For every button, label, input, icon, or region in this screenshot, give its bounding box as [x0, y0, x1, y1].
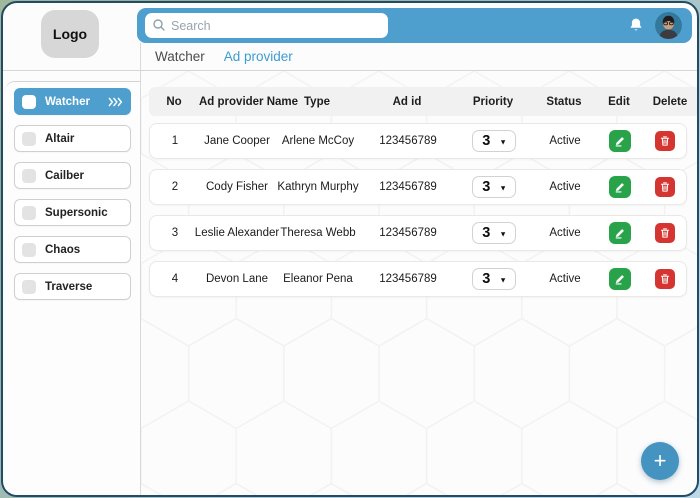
- checkbox-icon[interactable]: [22, 279, 36, 294]
- row-number: 4: [171, 273, 179, 285]
- sidebar-item-label: Traverse: [45, 280, 93, 293]
- row-provider-name: Jane Cooper: [204, 135, 270, 147]
- row-ad-id: 123456789: [379, 135, 437, 147]
- logo: Logo: [41, 10, 99, 58]
- delete-button[interactable]: [655, 131, 675, 151]
- column-header-no: No: [166, 95, 182, 108]
- sidebar: Watcher Altair Cailber Supersonic Chaos Trave…: [5, 81, 140, 495]
- column-header-ad-provider-name: Ad provider Name: [199, 95, 299, 108]
- row-number: 2: [171, 181, 179, 193]
- status-text: Active: [549, 227, 581, 239]
- row-ad-id: 123456789: [379, 181, 437, 193]
- column-header-edit: Edit: [608, 95, 630, 108]
- status-text: Active: [549, 135, 581, 147]
- caret-down-icon: ▼: [499, 137, 507, 146]
- top-bar-right: [627, 12, 692, 39]
- edit-button[interactable]: [609, 222, 631, 244]
- table-row: 2 Cody Fisher Kathryn Murphy 123456789 3…: [149, 169, 687, 205]
- checkbox-icon[interactable]: [22, 205, 36, 220]
- priority-dropdown[interactable]: 3 ▼: [472, 222, 516, 244]
- sidebar-item-label: Supersonic: [45, 206, 108, 219]
- sidebar-item-chaos[interactable]: Chaos: [14, 236, 131, 263]
- sidebar-item-traverse[interactable]: Traverse: [14, 273, 131, 300]
- priority-value: 3: [482, 133, 491, 149]
- priority-value: 3: [482, 179, 491, 195]
- checkbox-icon[interactable]: [22, 168, 36, 183]
- table-header: No Ad provider Name Type Ad id Priority Statu…: [149, 87, 697, 116]
- edit-button[interactable]: [609, 268, 631, 290]
- row-provider-name: Cody Fisher: [206, 181, 268, 193]
- search-icon: [152, 18, 166, 37]
- column-header-delete: Delete: [652, 95, 688, 108]
- row-number: 1: [171, 135, 179, 147]
- row-ad-id: 123456789: [379, 273, 437, 285]
- caret-down-icon: ▼: [499, 275, 507, 284]
- top-bar: [137, 8, 692, 43]
- priority-dropdown[interactable]: 3 ▼: [472, 176, 516, 198]
- row-type: Kathryn Murphy: [277, 181, 359, 193]
- row-ad-id: 123456789: [379, 227, 437, 239]
- column-header-type: Type: [304, 95, 330, 108]
- sidebar-divider: [140, 43, 141, 495]
- tab-watcher[interactable]: Watcher: [155, 49, 205, 64]
- column-header-priority: Priority: [472, 95, 514, 108]
- sidebar-item-label: Watcher: [45, 95, 90, 108]
- header-divider: [3, 70, 697, 71]
- priority-dropdown[interactable]: 3 ▼: [472, 268, 516, 290]
- search-input[interactable]: [145, 13, 388, 38]
- sidebar-item-cailber[interactable]: Cailber: [14, 162, 131, 189]
- priority-value: 3: [482, 225, 491, 241]
- delete-button[interactable]: [655, 223, 675, 243]
- caret-down-icon: ▼: [499, 183, 507, 192]
- status-text: Active: [549, 181, 581, 193]
- row-type: Theresa Webb: [280, 227, 356, 239]
- sidebar-item-label: Chaos: [45, 243, 81, 256]
- priority-value: 3: [482, 271, 491, 287]
- status-text: Active: [549, 273, 581, 285]
- edit-button[interactable]: [609, 176, 631, 198]
- row-type: Eleanor Pena: [283, 273, 353, 285]
- tab-ad-provider[interactable]: Ad provider: [223, 49, 293, 64]
- sidebar-item-supersonic[interactable]: Supersonic: [14, 199, 131, 226]
- delete-button[interactable]: [655, 269, 675, 289]
- notification-bell-icon[interactable]: [627, 16, 645, 36]
- main-content: No Ad provider Name Type Ad id Priority Statu…: [141, 71, 697, 495]
- user-avatar[interactable]: [655, 12, 682, 39]
- checkbox-icon[interactable]: [22, 131, 36, 146]
- edit-button[interactable]: [609, 130, 631, 152]
- table-row: 4 Devon Lane Eleanor Pena 123456789 3 ▼ …: [149, 261, 687, 297]
- column-header-status: Status: [546, 95, 582, 108]
- table-body: 1 Jane Cooper Arlene McCoy 123456789 3 ▼…: [149, 123, 687, 307]
- add-button[interactable]: +: [641, 442, 679, 480]
- row-provider-name: Devon Lane: [205, 273, 269, 285]
- chevrons-right-icon: [108, 97, 123, 107]
- delete-button[interactable]: [655, 177, 675, 197]
- column-header-ad-id: Ad id: [392, 95, 422, 108]
- tabs: Watcher Ad provider: [155, 49, 293, 64]
- checkbox-icon[interactable]: [22, 94, 36, 109]
- sidebar-item-label: Altair: [45, 132, 75, 145]
- caret-down-icon: ▼: [499, 229, 507, 238]
- row-type: Arlene McCoy: [281, 135, 355, 147]
- table-row: 1 Jane Cooper Arlene McCoy 123456789 3 ▼…: [149, 123, 687, 159]
- table-row: 3 Leslie Alexander Theresa Webb 12345678…: [149, 215, 687, 251]
- sidebar-item-altair[interactable]: Altair: [14, 125, 131, 152]
- checkbox-icon[interactable]: [22, 242, 36, 257]
- search-bar: [145, 13, 388, 38]
- row-provider-name: Leslie Alexander: [194, 227, 280, 239]
- priority-dropdown[interactable]: 3 ▼: [472, 130, 516, 152]
- row-number: 3: [171, 227, 179, 239]
- sidebar-item-label: Cailber: [45, 169, 84, 182]
- sidebar-item-watcher[interactable]: Watcher: [14, 88, 131, 115]
